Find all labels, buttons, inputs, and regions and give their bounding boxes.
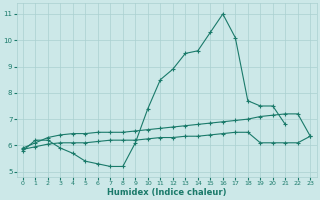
X-axis label: Humidex (Indice chaleur): Humidex (Indice chaleur) bbox=[107, 188, 226, 197]
